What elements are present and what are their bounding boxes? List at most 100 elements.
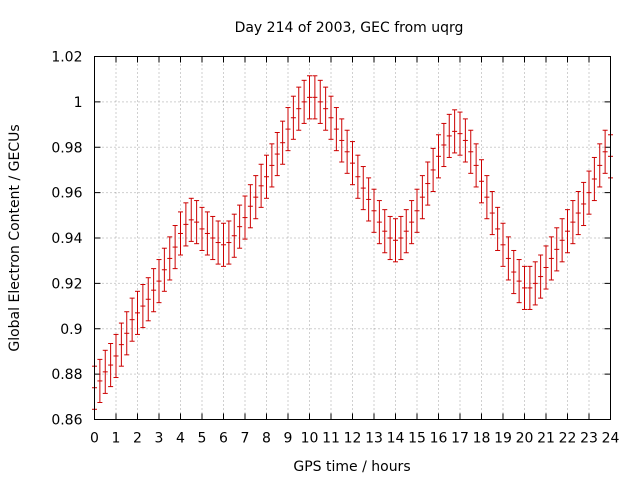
- data-point: [183, 202, 189, 247]
- data-point: [446, 113, 452, 158]
- x-tick-label: 6: [219, 431, 228, 447]
- data-point: [226, 220, 232, 265]
- data-point: [360, 166, 366, 211]
- data-point: [145, 277, 151, 322]
- data-point: [495, 206, 501, 251]
- data-point: [565, 209, 570, 254]
- data-point: [355, 154, 361, 199]
- x-tick-label: 24: [602, 431, 620, 447]
- y-tick-label: 0.9: [60, 322, 82, 338]
- data-point: [102, 349, 108, 394]
- data-point: [538, 254, 544, 299]
- data-point: [473, 143, 479, 188]
- data-point: [543, 245, 549, 290]
- data-point: [301, 79, 307, 124]
- data-point: [199, 206, 205, 251]
- data-point: [194, 200, 200, 245]
- data-point: [554, 227, 560, 272]
- y-tick-label: 0.96: [51, 186, 82, 202]
- data-point: [317, 79, 323, 124]
- y-tick-label: 1: [74, 95, 83, 111]
- data-point: [167, 236, 173, 281]
- data-point: [135, 290, 140, 335]
- data-point: [371, 188, 377, 233]
- data-point: [425, 161, 431, 206]
- data-point: [247, 184, 253, 229]
- data-point: [366, 177, 372, 222]
- data-point: [188, 197, 194, 242]
- data-point: [140, 284, 146, 329]
- y-tick-label: 1.02: [51, 50, 82, 66]
- x-tick-label: 23: [580, 431, 598, 447]
- data-point: [221, 222, 226, 267]
- x-tick-label: 1: [112, 431, 121, 447]
- data-point: [387, 215, 393, 261]
- data-point: [532, 261, 538, 306]
- data-point: [382, 209, 388, 254]
- data-point: [323, 86, 329, 131]
- data-point: [307, 75, 312, 120]
- data-point: [436, 134, 441, 179]
- data-point: [376, 200, 382, 245]
- y-tick-labels: 0.86 0.88 0.9 0.92 0.94 0.96 0.98 1 1.02: [51, 50, 82, 429]
- data-point: [339, 118, 345, 163]
- x-tick-label: 9: [284, 431, 293, 447]
- data-point: [575, 190, 581, 236]
- data-point: [597, 143, 603, 188]
- data-point: [280, 120, 286, 165]
- data-point: [581, 181, 587, 227]
- data-point: [178, 211, 183, 256]
- data-point: [393, 218, 398, 263]
- data-point: [210, 215, 216, 261]
- x-tick-label: 20: [516, 431, 534, 447]
- x-tick-label: 5: [198, 431, 207, 447]
- data-point: [108, 342, 114, 388]
- data-point: [204, 211, 210, 256]
- data-point: [285, 107, 291, 152]
- data-point: [570, 200, 576, 245]
- data-point: [113, 333, 119, 379]
- data-point: [253, 175, 259, 220]
- error-bars: [92, 75, 613, 410]
- data-point: [511, 249, 517, 295]
- data-point: [462, 118, 468, 163]
- x-tick-label: 2: [133, 431, 142, 447]
- data-point: [441, 122, 447, 168]
- x-tick-label: 18: [473, 431, 491, 447]
- data-point: [403, 209, 409, 254]
- data-point: [500, 222, 506, 267]
- data-point: [242, 195, 248, 240]
- data-point: [452, 109, 458, 154]
- data-point: [586, 170, 592, 215]
- data-point: [457, 111, 463, 156]
- y-tick-label: 0.86: [51, 413, 82, 429]
- data-point: [290, 95, 296, 140]
- data-point: [161, 247, 167, 292]
- data-point: [602, 129, 608, 174]
- data-point: [264, 154, 269, 199]
- data-point: [548, 236, 554, 281]
- data-point: [489, 190, 495, 236]
- y-axis-label: Global Electron Content / GECUs: [7, 124, 23, 351]
- data-point: [430, 147, 436, 192]
- x-tick-label: 4: [176, 431, 185, 447]
- data-point: [328, 95, 334, 140]
- x-tick-label: 3: [155, 431, 164, 447]
- data-point: [274, 132, 280, 177]
- y-tick-label: 0.98: [51, 140, 82, 156]
- x-tick-label: 22: [559, 431, 577, 447]
- x-tick-label: 17: [451, 431, 469, 447]
- data-point: [527, 265, 533, 310]
- data-point: [591, 156, 597, 202]
- data-point: [215, 220, 221, 265]
- data-point: [484, 175, 490, 220]
- data-point: [124, 311, 130, 356]
- data-point: [118, 322, 124, 367]
- data-point: [522, 265, 527, 310]
- x-tick-label: 21: [537, 431, 555, 447]
- x-tick-label: 11: [322, 431, 340, 447]
- x-tick-labels: 0 1 2 3 4 5 6 7 8 9 10 11 12 13 14 15 16 17 18 19 20 21 22 23 24: [90, 431, 619, 447]
- x-tick-label: 13: [365, 431, 383, 447]
- data-point: [559, 218, 565, 263]
